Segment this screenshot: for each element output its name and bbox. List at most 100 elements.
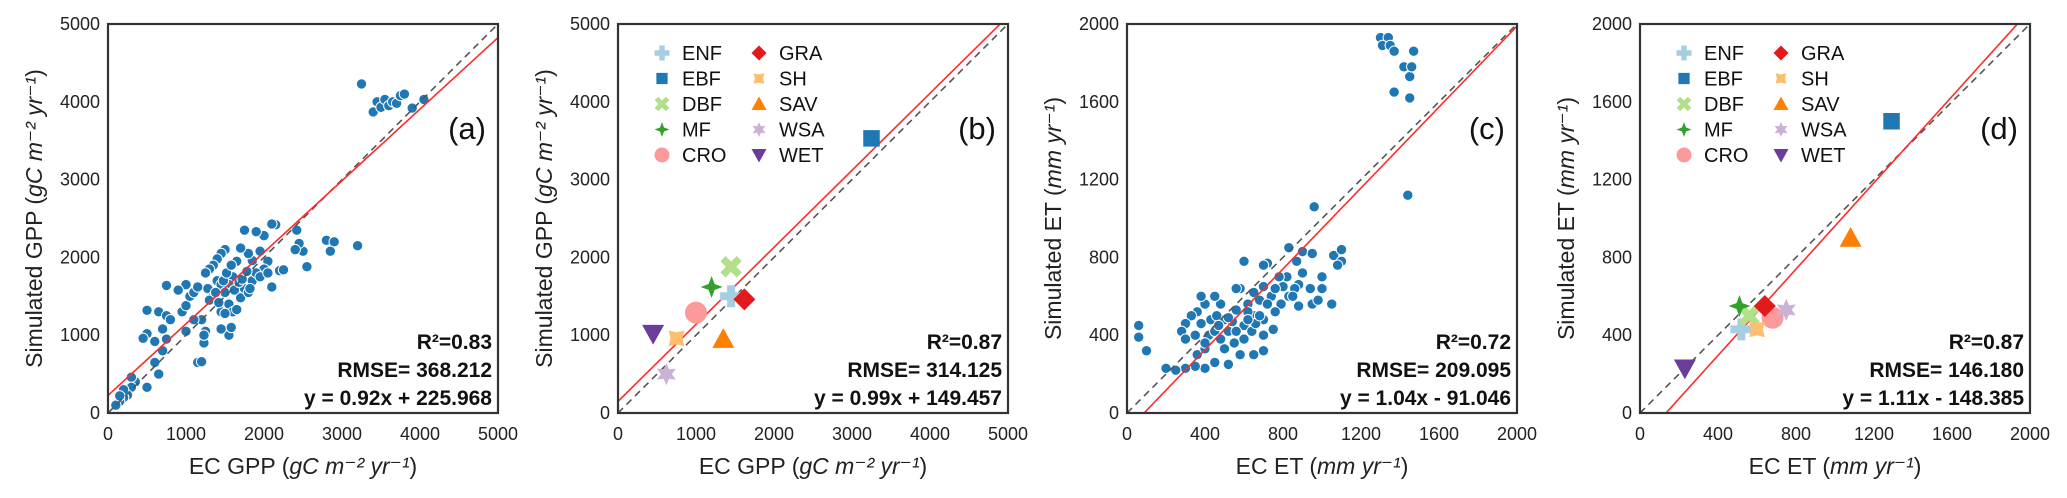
x-axis-label: EC GPP (gC m⁻² yr⁻¹) bbox=[189, 453, 417, 479]
group-marker-wet bbox=[1673, 359, 1696, 380]
data-point bbox=[1335, 243, 1348, 256]
legend-label: EBF bbox=[682, 69, 721, 91]
axes-frame bbox=[1125, 22, 1519, 415]
data-point bbox=[289, 243, 301, 256]
data-point bbox=[1296, 267, 1309, 279]
data-point bbox=[1326, 298, 1338, 310]
axes-frame bbox=[616, 22, 1010, 415]
y-axis-label-prefix: Simulated ET ( bbox=[1553, 188, 1579, 340]
x-tick-label: 4000 bbox=[400, 424, 440, 444]
data-point bbox=[234, 242, 247, 254]
legend-label: SH bbox=[1801, 69, 1829, 91]
data-point bbox=[1257, 329, 1270, 341]
legend-marker-sh bbox=[753, 73, 765, 84]
y-tick-label: 0 bbox=[1622, 403, 1632, 423]
group-marker-enf bbox=[1730, 318, 1753, 341]
x-tick-label: 2000 bbox=[754, 424, 794, 444]
x-tick-label: 1000 bbox=[676, 424, 716, 444]
y-tick-label: 800 bbox=[1602, 247, 1632, 267]
data-point bbox=[1209, 290, 1221, 302]
x-tick-label: 3000 bbox=[322, 424, 362, 444]
data-point bbox=[114, 390, 126, 402]
legend-label: DBF bbox=[1704, 94, 1744, 116]
x-tick-label: 1600 bbox=[1419, 424, 1459, 444]
data-point bbox=[1292, 300, 1305, 312]
x-axis-label-units: mm yr⁻¹ bbox=[1317, 453, 1401, 479]
data-point bbox=[1238, 333, 1250, 345]
group-marker-wsa bbox=[1776, 298, 1796, 321]
x-axis-label-prefix: EC ET ( bbox=[1236, 453, 1318, 479]
x-axis-label-suffix: ) bbox=[919, 453, 927, 479]
y-tick-label: 1000 bbox=[60, 325, 100, 345]
legend-label: WSA bbox=[779, 120, 825, 142]
legend-label: ENF bbox=[682, 43, 722, 65]
data-point bbox=[1234, 348, 1246, 361]
legend-label: SH bbox=[779, 69, 807, 91]
data-point bbox=[1160, 362, 1172, 374]
data-point bbox=[1257, 259, 1270, 271]
x-axis-label-suffix: ) bbox=[409, 453, 417, 479]
y-tick-label: 4000 bbox=[60, 92, 100, 112]
panel-label: (b) bbox=[958, 111, 996, 146]
panel-label: (a) bbox=[448, 111, 486, 146]
legend-marker-wet bbox=[1773, 149, 1789, 163]
group-marker-sh bbox=[668, 330, 685, 347]
legend-label: SAV bbox=[1801, 94, 1840, 116]
y-axis-label-units: mm yr⁻¹ bbox=[1040, 104, 1066, 188]
data-point bbox=[238, 224, 251, 236]
data-point bbox=[1308, 201, 1320, 213]
x-axis-label-units: gC m⁻² yr⁻¹ bbox=[289, 453, 409, 479]
y-tick-label: 2000 bbox=[1592, 14, 1632, 34]
data-point bbox=[1212, 319, 1225, 332]
data-point bbox=[1199, 362, 1211, 374]
regression-equation: y = 1.11x - 148.385 bbox=[1842, 387, 2024, 410]
data-point bbox=[1191, 348, 1203, 361]
x-tick-label: 400 bbox=[1703, 424, 1733, 444]
x-axis-label-units: mm yr⁻¹ bbox=[1830, 453, 1914, 479]
y-tick-label: 1600 bbox=[1592, 92, 1632, 112]
data-point bbox=[141, 304, 153, 317]
legend-label: WSA bbox=[1801, 120, 1847, 142]
y-axis-label-suffix: ) bbox=[1553, 97, 1579, 105]
x-tick-label: 0 bbox=[1122, 424, 1132, 444]
regression-equation: y = 1.04x - 91.046 bbox=[1340, 387, 1511, 410]
panel-label: (c) bbox=[1469, 111, 1505, 146]
data-point bbox=[1273, 271, 1285, 283]
axes-frame bbox=[1638, 22, 2032, 415]
legend-marker-wsa bbox=[1774, 122, 1788, 137]
axes-frame bbox=[106, 22, 500, 415]
legend: ENF EBF DBF MF CRO GRA SH SAV WSA WET bbox=[654, 43, 825, 167]
data-point bbox=[1199, 337, 1211, 349]
legend-marker-dbf bbox=[654, 96, 670, 112]
data-point bbox=[1388, 45, 1400, 57]
legend-label: SAV bbox=[779, 94, 818, 116]
data-point bbox=[156, 323, 169, 335]
data-point bbox=[1179, 362, 1192, 374]
data-point bbox=[1402, 189, 1414, 201]
data-point bbox=[266, 218, 278, 230]
data-point bbox=[1248, 348, 1260, 361]
data-point bbox=[1257, 280, 1270, 293]
data-point bbox=[1404, 92, 1416, 104]
legend-marker-wet bbox=[751, 149, 767, 163]
y-tick-label: 0 bbox=[600, 403, 610, 423]
data-point bbox=[164, 313, 177, 326]
y-axis-label: Simulated ET (mm yr⁻¹) bbox=[1040, 97, 1066, 340]
legend-marker-enf bbox=[654, 45, 670, 61]
data-point bbox=[1230, 325, 1242, 338]
y-axis-label-units: gC m⁻² yr⁻¹ bbox=[21, 77, 47, 197]
legend-marker-wsa bbox=[752, 122, 766, 137]
group-marker-cro bbox=[685, 301, 707, 324]
r-squared-text: R²=0.83 bbox=[417, 331, 492, 354]
data-point bbox=[199, 267, 212, 279]
panel-label: (d) bbox=[1980, 111, 2018, 146]
data-point bbox=[1222, 358, 1235, 371]
data-point bbox=[1140, 345, 1153, 357]
y-tick-label: 1200 bbox=[1079, 170, 1119, 190]
legend-marker-cro bbox=[1676, 147, 1692, 163]
data-point bbox=[1304, 282, 1317, 295]
data-point bbox=[266, 281, 278, 293]
y-axis-label: Simulated GPP (gC m⁻² yr⁻¹) bbox=[531, 69, 557, 368]
data-point bbox=[198, 329, 210, 341]
legend-marker-sav bbox=[1773, 96, 1789, 110]
